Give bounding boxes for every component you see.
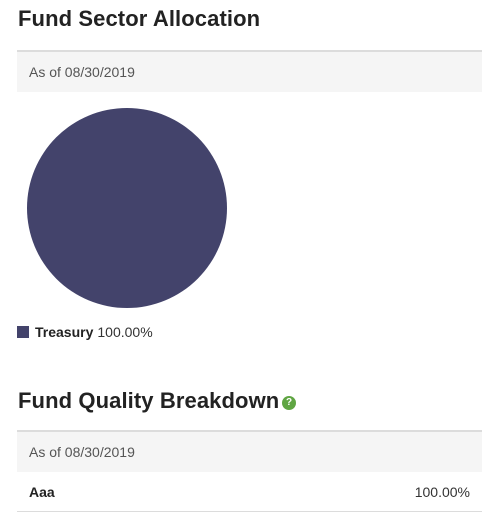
quality-row-label: Aaa: [29, 484, 55, 500]
quality-as-of-date: As of 08/30/2019: [29, 444, 135, 460]
quality-breakdown-title: Fund Quality Breakdown: [18, 388, 280, 413]
sector-pie-chart: [26, 107, 228, 309]
pie-slice-treasury: [27, 108, 227, 308]
pie-legend: Treasury 100.00%: [17, 324, 153, 340]
quality-as-of-bar: As of 08/30/2019: [17, 430, 482, 472]
pie-svg: [27, 108, 227, 308]
legend-swatch-treasury: [17, 326, 29, 338]
help-icon[interactable]: ?: [282, 396, 296, 410]
sector-as-of-date: As of 08/30/2019: [29, 64, 135, 80]
quality-row-value: 100.00%: [414, 484, 470, 500]
sector-allocation-title: Fund Sector Allocation: [18, 6, 261, 31]
quality-row-aaa: Aaa 100.00%: [17, 472, 482, 512]
legend-value-treasury: 100.00%: [97, 324, 153, 340]
legend-label-treasury: Treasury: [35, 324, 94, 340]
sector-as-of-bar: As of 08/30/2019: [17, 50, 482, 92]
